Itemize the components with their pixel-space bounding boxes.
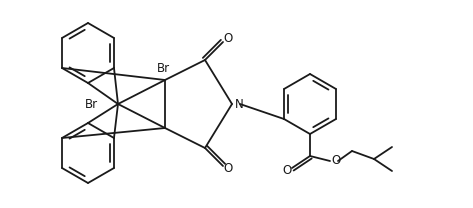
Text: O: O bbox=[223, 162, 233, 176]
Text: N: N bbox=[235, 98, 244, 110]
Text: O: O bbox=[282, 165, 292, 177]
Text: Br: Br bbox=[85, 98, 98, 110]
Text: Br: Br bbox=[157, 62, 169, 74]
Text: O: O bbox=[223, 32, 233, 46]
Text: O: O bbox=[332, 155, 341, 167]
